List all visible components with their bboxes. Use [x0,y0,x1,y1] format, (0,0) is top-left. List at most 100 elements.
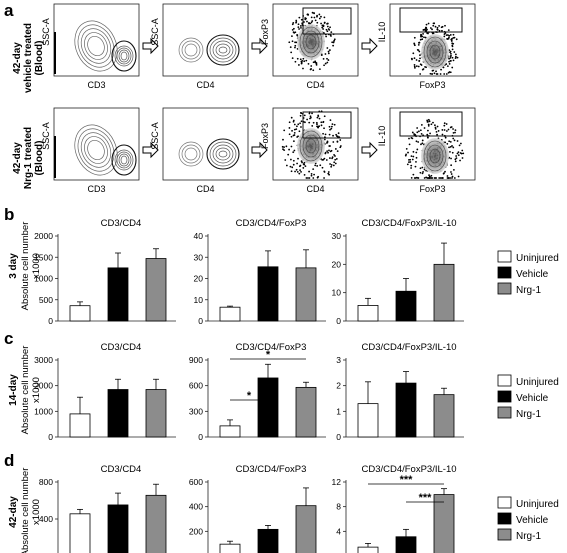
plot-y-label: SSC-A [150,18,160,46]
event-dot [292,31,295,34]
y-tick-label: 3 [336,355,341,365]
event-dot [433,177,436,179]
event-dot [423,127,426,129]
event-dot [304,121,306,124]
event-dot [299,25,302,27]
contour-line [215,43,231,57]
contour-line [302,134,320,158]
plot-x-label: FoxP3 [419,80,445,90]
event-dot [329,163,331,165]
y-tick-label: 500 [39,295,53,305]
flow-arrow-icon [251,37,268,55]
bar-vehicle [257,266,279,322]
plot-x-label: FoxP3 [419,184,445,194]
plot-y-label: SSC-A [41,18,51,46]
event-dot [456,152,459,155]
y-tick-label: 1 [336,406,341,416]
event-dot [303,173,306,176]
bar-nrg-1 [145,389,167,438]
event-dot [310,21,313,24]
event-dot [420,132,423,135]
contour-line [429,44,441,60]
event-dot [329,49,331,51]
bar-chart-c-1: CD3/CD4 0 1000 2000 3000 [34,342,176,442]
event-dot [443,73,446,75]
event-dot [441,25,444,28]
event-dot [409,161,412,163]
event-dot [330,164,333,166]
event-dot [459,159,461,162]
event-dot [323,177,325,179]
event-dot [408,143,411,146]
event-dot [441,29,443,32]
event-dot [328,149,330,152]
event-dot [326,47,329,49]
event-dot [318,68,321,71]
event-dot [450,157,452,160]
event-dot [329,26,331,29]
event-dot [299,58,302,61]
event-dot [323,21,326,24]
bar-panels: b3 day Absolute cell number x1000 Uninjured… [4,205,559,553]
bar-nrg-1 [295,267,317,322]
y-tick-label: 600 [189,381,203,391]
event-dot [433,72,436,75]
legend-label: Uninjured [516,377,559,388]
flow-plot-1-4: FoxP3 IL-10 [377,3,476,90]
event-dot [297,157,299,160]
contour-line [114,45,134,67]
bar-nrg-1 [433,263,455,322]
event-dot [303,161,306,164]
event-dot [288,127,291,129]
y-tick-label: 1000 [34,274,53,284]
event-dot [419,129,422,132]
event-dot [298,165,301,168]
event-dot [450,54,452,57]
event-dot [327,50,330,53]
event-dot [292,159,295,162]
event-dot [308,177,311,179]
event-dot [329,157,331,159]
event-dot [453,177,456,179]
event-dot [333,39,336,42]
event-dot [322,158,325,161]
contour-line [77,24,115,68]
event-dot [448,34,451,37]
event-dot [421,139,424,142]
event-dot [335,133,338,136]
panel-b: b 3 day Absolute cell number x1000 Uninjured… [4,205,559,326]
gate-rectangle [302,111,352,139]
event-dot [312,69,315,72]
event-dot [424,29,427,32]
event-dot [440,68,442,71]
event-dot [289,165,292,168]
event-dot [294,60,297,63]
chart-title: CD3/CD4/FoxP3/IL-10 [361,464,456,475]
event-dot [330,125,333,128]
event-dot [449,145,452,148]
y-axis-unit: x1000 [31,377,42,403]
event-dot [327,151,329,154]
event-dot [453,139,456,142]
event-dot [301,161,303,164]
chart-title: CD3/CD4/FoxP3/IL-10 [361,218,456,229]
event-dot [423,36,425,39]
legend-swatch [497,528,512,541]
event-dot [329,119,332,122]
contour-line [80,132,112,168]
legend-swatch [497,406,512,419]
event-dot [430,177,433,179]
contour-line [74,20,118,72]
event-dot [310,16,313,19]
event-dot [429,27,432,29]
event-dot [326,140,329,143]
event-dot [456,140,459,142]
event-dot [417,65,420,68]
event-dot [424,36,427,39]
contour-line [84,136,108,164]
bar-uninjured [69,513,91,553]
bar-vehicle [107,504,129,553]
event-dot [297,23,300,26]
event-dot [429,72,432,75]
contour-line [87,35,105,57]
